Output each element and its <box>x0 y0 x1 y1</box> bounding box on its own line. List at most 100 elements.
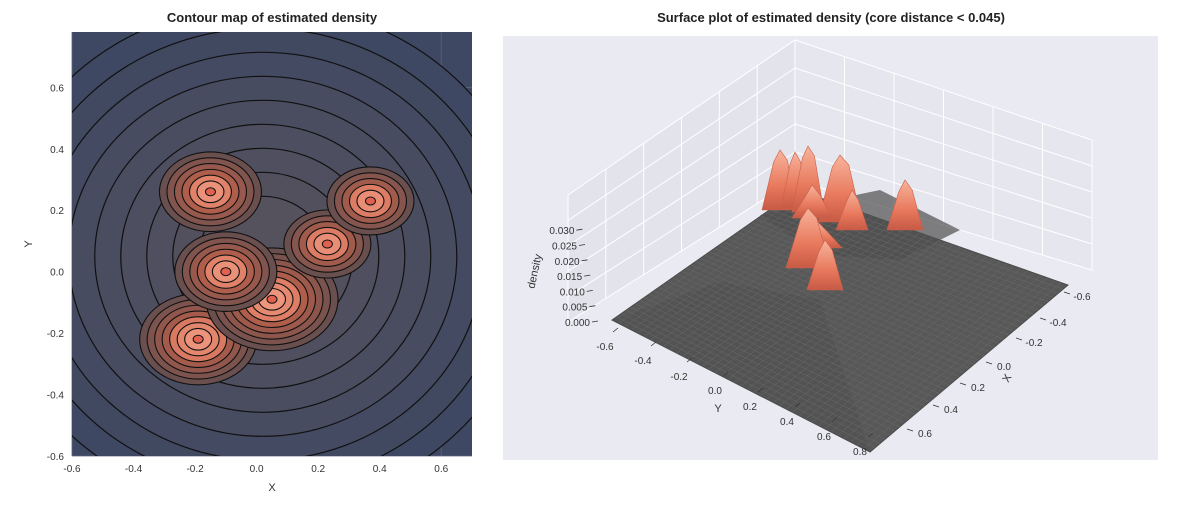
mesh-line <box>811 263 1008 423</box>
surface-y-tick-label: 0.6 <box>817 432 831 443</box>
surface-x-tick <box>959 382 967 386</box>
surface-z-tick <box>591 320 599 323</box>
surface-x-tick <box>932 404 940 408</box>
mesh-line <box>792 256 988 413</box>
mesh-line <box>805 261 1001 420</box>
surface-y-tick <box>794 402 801 408</box>
pane-gridline <box>794 123 1093 219</box>
surface-z-tick-label: 0.000 <box>565 318 590 329</box>
contour-y-axis-label: Y <box>23 240 35 248</box>
mesh-line <box>856 280 1055 446</box>
contour-chart: Contour map of estimated density -0.6 -0.… <box>23 10 472 494</box>
surface-x-tick-label: 0.2 <box>971 383 985 394</box>
mesh-line <box>785 253 981 410</box>
contour-y-tick-label: -0.4 <box>47 391 65 402</box>
surface-y-tick-label: 0.8 <box>853 447 867 458</box>
contour-peak-core <box>266 294 278 304</box>
pane-gridline <box>567 95 796 247</box>
surface-z-tick-label: 0.015 <box>557 272 582 283</box>
surface-x-tick-label: -0.4 <box>1049 318 1067 329</box>
surface-y-tick <box>686 357 693 363</box>
surface-chart: Surface plot of estimated density (core … <box>503 10 1158 460</box>
mesh-line <box>850 277 1048 443</box>
contour-peak-core <box>321 239 333 249</box>
surface-z-tick <box>586 290 593 292</box>
contour-ticks: -0.6 -0.4 -0.2 0.0 0.2 0.4 0.6 -0.6 -0.4 -0.2 0.0 0… <box>47 83 449 475</box>
mesh-line <box>746 225 1014 332</box>
contour-x-tick-label: -0.4 <box>125 464 143 475</box>
surface-peak <box>791 184 833 219</box>
contour-x-tick-label: 0.2 <box>311 464 325 475</box>
contour-peak-core <box>204 187 216 197</box>
mesh-line <box>709 251 975 365</box>
contour-x-tick-label: 0.0 <box>250 464 264 475</box>
contour-x-tick-label: -0.6 <box>63 464 81 475</box>
surface-y-tick-label: 0.2 <box>743 402 757 413</box>
contour-chart-title: Contour map of estimated density <box>167 10 378 25</box>
mesh-line <box>766 246 961 400</box>
mesh-line <box>747 239 940 390</box>
contour-y-tick-label: -0.2 <box>47 329 65 340</box>
contour-bands <box>72 32 472 456</box>
mesh-line <box>753 242 947 393</box>
surface-x-tick <box>1015 337 1023 341</box>
mesh-line <box>831 270 1028 433</box>
mesh-line <box>824 268 1021 430</box>
mesh-line <box>742 228 1009 336</box>
surface-z-tick <box>584 274 591 277</box>
surface-x-tick-label: 0.6 <box>918 429 932 440</box>
pane-gridline <box>794 95 1093 193</box>
mesh-line <box>863 282 1062 449</box>
mesh-line <box>773 249 967 403</box>
mesh-line <box>774 206 1044 307</box>
mesh-line <box>798 258 994 416</box>
surface-y-tick <box>867 432 874 438</box>
surface-x-tick <box>906 428 914 432</box>
surface-z-tick <box>578 244 586 246</box>
surface-peak <box>806 239 844 291</box>
mesh-line <box>740 237 934 387</box>
pane-gridline <box>567 151 796 298</box>
surface-z-tick <box>589 305 596 308</box>
surface-x-tick-label: -0.2 <box>1025 338 1043 349</box>
surface-y-tick <box>650 341 657 347</box>
surface-x-tick-label: 0.4 <box>944 405 958 416</box>
mesh-line <box>779 251 974 406</box>
mesh-line <box>714 248 979 361</box>
surface-y-tick-label: -0.4 <box>634 356 652 367</box>
surface-z-tick-label: 0.005 <box>562 303 587 314</box>
surface-peak <box>835 189 869 231</box>
mesh-line <box>718 245 984 357</box>
surface-z-tick <box>581 259 588 262</box>
surface-z-tick-label: 0.020 <box>555 257 580 268</box>
contour-y-tick-label: 0.6 <box>50 83 64 94</box>
mesh-line <box>723 241 989 353</box>
surface-z-tick-label: 0.010 <box>560 287 585 298</box>
surface-y-tick-label: -0.2 <box>670 372 688 383</box>
surface-y-tick <box>757 387 764 393</box>
surface-x-tick <box>1039 317 1047 321</box>
mesh-line <box>844 275 1042 439</box>
contour-y-tick-label: 0.2 <box>50 206 64 217</box>
surface-y-tick-label: -0.6 <box>596 342 614 353</box>
surface-y-tick-label: 0.0 <box>708 386 722 397</box>
contour-y-tick-label: -0.6 <box>47 452 65 463</box>
mesh-line <box>732 235 999 344</box>
contour-y-tick-label: 0.4 <box>50 145 64 156</box>
mesh-line <box>737 232 1004 340</box>
surface-chart-title: Surface plot of estimated density (core … <box>657 10 1005 25</box>
mesh-line <box>728 238 994 348</box>
surface-x-tick <box>985 361 993 365</box>
contour-x-axis-label: X <box>268 482 276 494</box>
surface-x-tick <box>1063 291 1071 295</box>
surface-y-tick <box>722 371 729 377</box>
surface-z-tick-label: 0.030 <box>549 226 574 237</box>
contour-peak-core <box>220 267 232 277</box>
surface-peak <box>886 179 924 231</box>
surface-y-tick-label: 0.4 <box>780 417 794 428</box>
surface-x-tick-label: -0.6 <box>1073 292 1091 303</box>
pane-grid <box>567 56 1093 299</box>
surface-y-tick <box>831 417 838 423</box>
surface-z-tick <box>576 228 583 231</box>
